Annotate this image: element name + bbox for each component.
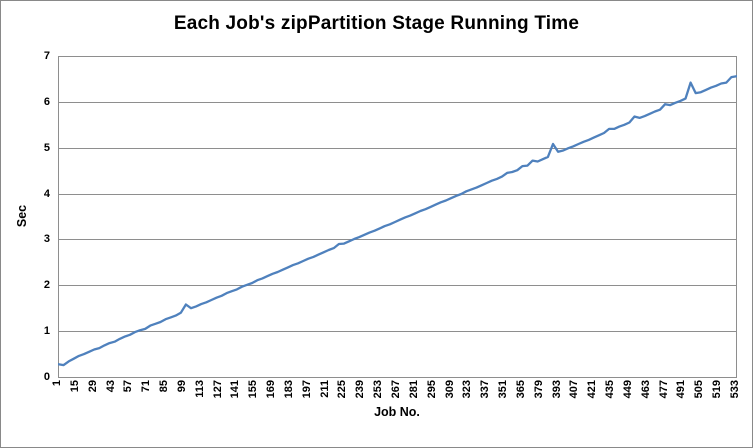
x-tick-label: 351	[497, 380, 509, 399]
x-tick-label: 15	[69, 380, 81, 393]
y-tick-label: 7	[43, 50, 50, 62]
x-tick-label: 379	[533, 380, 545, 399]
x-tick-label: 267	[390, 380, 402, 399]
x-tick-label: 309	[444, 380, 456, 399]
chart-title: Each Job's zipPartition Stage Running Ti…	[173, 13, 580, 34]
x-tick-label: 141	[229, 380, 241, 399]
x-tick-label: 211	[319, 380, 331, 398]
x-tick-label: 1	[51, 380, 63, 387]
x-tick-label: 533	[729, 380, 741, 399]
x-tick-label: 127	[212, 380, 224, 399]
x-tick-label: 197	[301, 380, 313, 399]
plot-border	[58, 56, 737, 378]
y-tick-label: 6	[43, 96, 50, 108]
x-tick-label: 155	[247, 380, 259, 399]
x-tick-label: 337	[479, 380, 491, 399]
x-tick-label: 239	[354, 380, 366, 399]
x-tick-label: 281	[408, 380, 420, 399]
x-tick-label: 323	[461, 380, 473, 399]
x-tick-label: 505	[693, 380, 705, 399]
x-tick-label: 463	[640, 380, 652, 399]
running-time-line	[58, 75, 737, 367]
x-tick-label: 407	[568, 380, 580, 399]
x-tick-label: 29	[87, 380, 99, 393]
y-tick-label: 5	[43, 142, 50, 154]
x-tick-label: 253	[372, 380, 384, 399]
x-tick-label: 519	[711, 380, 723, 399]
x-tick-label: 113	[194, 380, 206, 398]
x-tick-label: 435	[604, 380, 616, 399]
x-tick-label: 183	[283, 380, 295, 399]
x-tick-label: 477	[658, 380, 670, 399]
plot-area-svg	[58, 56, 737, 378]
y-tick-label: 4	[43, 188, 50, 200]
x-axis-title: Job No.	[374, 405, 420, 419]
x-tick-label: 99	[176, 380, 188, 393]
x-tick-label: 491	[675, 380, 687, 399]
x-tick-label: 393	[551, 380, 563, 399]
y-tick-label: 3	[43, 233, 50, 245]
x-tick-label: 365	[515, 380, 527, 399]
x-tick-label: 225	[336, 380, 348, 399]
y-tick-label: 0	[43, 371, 50, 383]
x-tick-label: 421	[586, 380, 598, 399]
y-tick-label: 1	[43, 325, 50, 337]
x-tick-label: 43	[105, 380, 117, 393]
y-tick-label: 2	[43, 279, 50, 291]
x-tick-label: 295	[426, 380, 438, 399]
x-tick-label: 57	[122, 380, 134, 393]
y-axis-title: Sec	[15, 204, 29, 228]
x-tick-label: 85	[158, 380, 170, 393]
x-tick-label: 449	[622, 380, 634, 399]
x-tick-label: 71	[140, 380, 152, 393]
x-tick-label: 169	[265, 380, 277, 399]
